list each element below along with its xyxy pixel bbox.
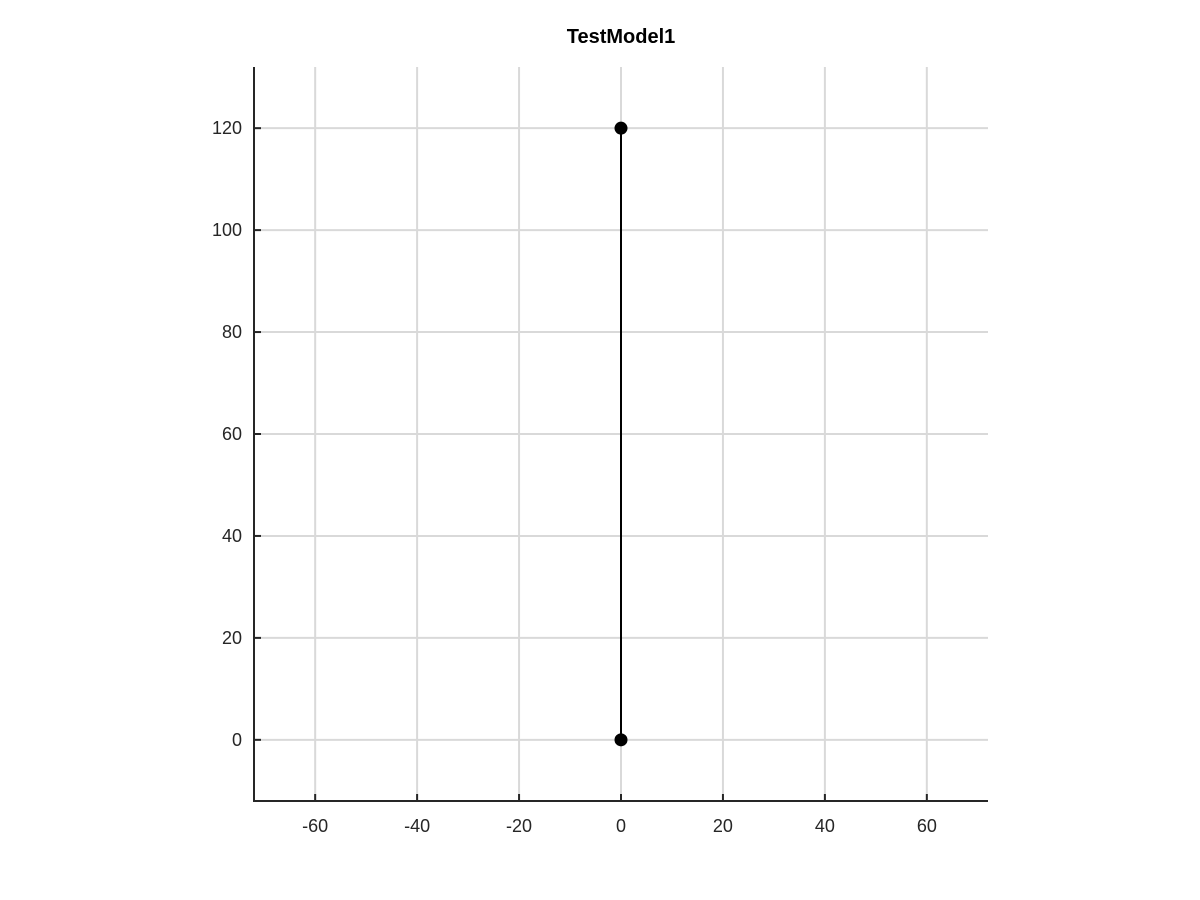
x-tick-label: -40 bbox=[404, 816, 430, 836]
x-tick-label: -20 bbox=[506, 816, 532, 836]
x-tick-label: 0 bbox=[616, 816, 626, 836]
data-point bbox=[614, 733, 628, 747]
x-tick-label: 60 bbox=[917, 816, 937, 836]
tick-layer: -60 -40 -20 0 20 40 60 0 20 40 60 80 100 120 bbox=[212, 118, 937, 836]
y-tick-label: 20 bbox=[222, 628, 242, 648]
chart-title: TestModel1 bbox=[567, 26, 676, 48]
x-tick-label: 40 bbox=[815, 816, 835, 836]
data-point bbox=[614, 121, 628, 135]
y-tick-label: 0 bbox=[232, 730, 242, 750]
y-tick-label: 80 bbox=[222, 322, 242, 342]
y-tick-label: 120 bbox=[212, 118, 242, 138]
x-tick-label: -60 bbox=[302, 816, 328, 836]
y-tick-label: 100 bbox=[212, 220, 242, 240]
x-tick-label: 20 bbox=[713, 816, 733, 836]
y-tick-label: 40 bbox=[222, 526, 242, 546]
data-layer bbox=[614, 121, 628, 747]
y-tick-label: 60 bbox=[222, 424, 242, 444]
